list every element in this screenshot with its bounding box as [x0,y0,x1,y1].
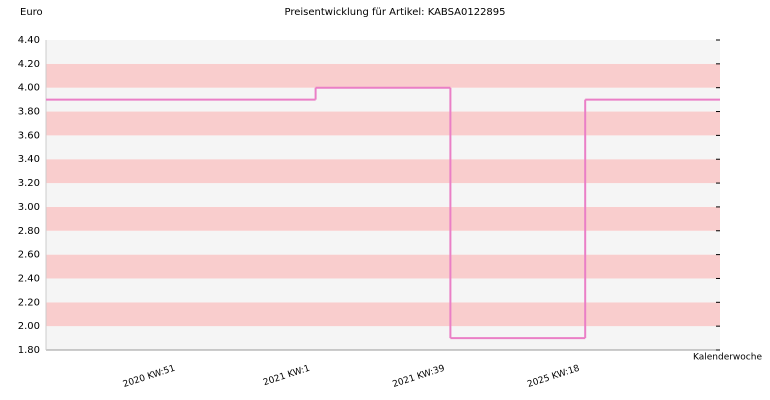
band [46,302,720,327]
y-tick-label: 4.40 [18,35,40,46]
band [46,206,720,231]
y-tick-label: 4.20 [18,59,40,70]
x-tick-label: 2021 KW:1 [262,364,311,388]
band [46,87,720,112]
y-tick-label: 3.20 [18,178,40,189]
band [46,111,720,136]
x-tick-label: 2021 KW:39 [391,364,446,390]
x-tick-label: 2020 KW:51 [122,364,177,390]
band [46,135,720,160]
band [46,278,720,303]
y-tick-label: 2.20 [18,297,40,308]
y-tick-label: 2.40 [18,273,40,284]
band [46,326,720,350]
x-axis-label: Kalenderwoche [693,353,762,363]
y-axis-label: Euro [20,7,43,18]
y-tick-label: 3.00 [18,202,40,213]
band [46,63,720,88]
y-tick-label: 2.80 [18,226,40,237]
band [46,40,720,64]
band [46,159,720,184]
x-tick-label: 2025 KW:18 [526,364,581,390]
y-tick-label: 3.80 [18,107,40,118]
chart-title: Preisentwicklung für Artikel: KABSA01228… [284,7,505,18]
band [46,254,720,279]
band [46,230,720,255]
y-tick-label: 1.80 [18,345,40,356]
y-tick-label: 4.00 [18,83,40,94]
y-tick-label: 3.40 [18,154,40,165]
y-tick-label: 2.00 [18,321,40,332]
band [46,183,720,207]
y-tick-label: 3.60 [18,130,40,141]
y-tick-label: 2.60 [18,250,40,261]
